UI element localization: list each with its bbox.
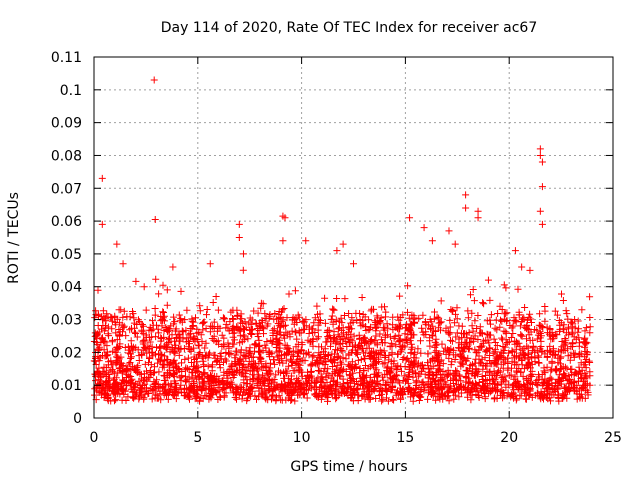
y-tick-label: 0.03 <box>51 313 82 329</box>
roti-point <box>235 234 243 241</box>
roti-point <box>462 191 470 199</box>
y-tick-label: 0.11 <box>51 50 82 66</box>
roti-point <box>536 151 544 159</box>
roti-point <box>536 207 544 215</box>
y-tick-label: 0.02 <box>51 345 82 361</box>
y-tick-label: 0.06 <box>51 214 82 230</box>
roti-point <box>511 247 519 255</box>
roti-point <box>235 220 243 228</box>
roti-point <box>113 240 121 248</box>
roti-point <box>151 215 159 223</box>
y-tick-label: 0.08 <box>51 148 82 164</box>
x-tick-label: 25 <box>604 430 622 446</box>
x-tick-label: 5 <box>193 430 202 446</box>
roti-point <box>98 220 106 228</box>
y-tick-label: 0.07 <box>51 181 82 197</box>
roti-scatter-cloud <box>90 266 594 405</box>
x-tick-label: 10 <box>293 430 311 446</box>
roti-point <box>538 220 546 228</box>
data-points <box>90 76 594 405</box>
roti-point <box>98 174 106 182</box>
x-axis-label: GPS time / hours <box>290 459 407 475</box>
roti-point <box>279 237 287 245</box>
y-tick-label: 0.05 <box>51 247 82 263</box>
y-axis-label: ROTI / TECUs <box>6 192 22 284</box>
roti-point <box>445 227 453 235</box>
roti-point <box>281 214 289 222</box>
roti-point <box>302 237 310 245</box>
roti-point <box>578 306 586 314</box>
y-tick-label: 0.09 <box>51 116 82 132</box>
roti-point <box>474 214 482 222</box>
y-tick-label: 0.04 <box>51 280 82 296</box>
roti-point <box>206 260 214 268</box>
roti-point <box>526 266 534 274</box>
x-tick-label: 0 <box>90 430 99 446</box>
roti-point <box>333 247 341 255</box>
roti-point <box>484 276 492 284</box>
y-tick-label: 0.01 <box>51 378 82 394</box>
roti-point <box>451 240 459 248</box>
roti-point <box>119 260 127 268</box>
roti-point <box>428 237 436 245</box>
roti-point <box>538 183 546 191</box>
roti-point <box>474 207 482 215</box>
roti-point <box>150 76 158 84</box>
x-tick-label: 15 <box>396 430 414 446</box>
roti-point <box>239 250 247 258</box>
roti-point <box>538 158 546 166</box>
roti-point <box>406 214 414 222</box>
roti-point <box>518 263 526 271</box>
roti-point <box>169 263 177 271</box>
roti-point <box>420 224 428 232</box>
y-tick-label: 0 <box>73 411 82 427</box>
roti-point <box>536 145 544 153</box>
plot-frame <box>93 56 614 419</box>
chart-title: Day 114 of 2020, Rate Of TEC Index for r… <box>161 20 537 36</box>
y-tick-label: 0.1 <box>60 83 82 99</box>
roti-point <box>350 260 357 268</box>
x-tick-label: 20 <box>500 430 518 446</box>
roti-point <box>339 240 347 248</box>
roti-point <box>462 204 470 212</box>
axis-ticks: 0 0.01 0.02 0.03 0.04 0.05 0.06 0.07 0.08 0.09 0.1… <box>51 50 622 446</box>
